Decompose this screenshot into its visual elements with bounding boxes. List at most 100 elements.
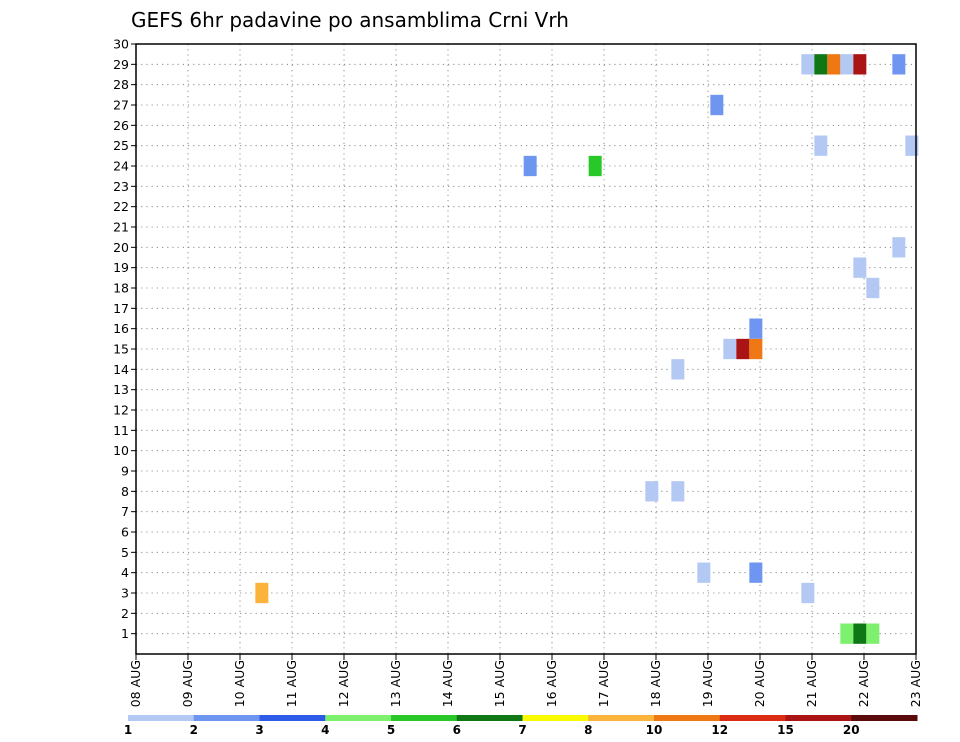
data-cell	[853, 623, 867, 644]
y-tick-label: 15	[113, 342, 129, 357]
data-cell	[710, 94, 724, 116]
legend-swatch	[128, 715, 195, 721]
legend-swatch	[391, 715, 458, 721]
legend-label: 3	[255, 723, 263, 737]
y-tick-label: 14	[113, 362, 129, 377]
x-tick-label: 09 AUG	[180, 660, 195, 707]
data-cell	[588, 155, 602, 177]
y-tick-label: 1	[121, 626, 129, 641]
x-tick-label: 16 AUG	[544, 660, 559, 707]
data-cell	[866, 623, 880, 644]
legend-swatch	[654, 715, 721, 721]
data-cell	[853, 257, 867, 278]
y-tick-label: 10	[113, 443, 129, 458]
x-tick-label: 21 AUG	[804, 660, 819, 707]
x-tick-label: 23 AUG	[908, 660, 923, 707]
data-cell	[671, 481, 685, 502]
data-cell	[905, 135, 919, 156]
y-tick-label: 22	[113, 199, 129, 214]
data-cell	[749, 318, 763, 339]
color-legend: 1 2 3 4 5 6 7 8 10 12 15 20	[124, 715, 918, 737]
data-cells	[255, 54, 919, 644]
y-tick-label: 30	[113, 37, 129, 52]
legend-label: 5	[387, 723, 395, 737]
legend-swatch	[325, 715, 392, 721]
x-tick-label: 15 AUG	[492, 660, 507, 707]
data-cell	[671, 359, 685, 380]
x-tick-label: 22 AUG	[856, 660, 871, 707]
legend-swatch	[193, 715, 260, 721]
legend-label: 7	[518, 723, 526, 737]
y-tick-label: 24	[113, 159, 129, 174]
data-cell	[840, 623, 854, 644]
y-tick-label: 20	[113, 240, 129, 255]
legend-label: 12	[711, 723, 728, 737]
y-tick-label: 17	[113, 301, 129, 316]
y-tick-label: 25	[113, 138, 129, 153]
y-tick-label: 29	[113, 57, 129, 72]
y-tick-label: 11	[113, 423, 129, 438]
x-tick-label: 17 AUG	[596, 660, 611, 707]
legend-label: 1	[124, 723, 132, 737]
legend-swatch	[719, 715, 786, 721]
y-tick-label: 18	[113, 281, 129, 296]
data-cell	[801, 582, 815, 604]
y-tick-label: 9	[121, 464, 129, 479]
y-tick-label: 23	[113, 179, 129, 194]
legend-label: 6	[453, 723, 461, 737]
y-tick-label: 26	[113, 118, 129, 133]
legend-swatch	[588, 715, 655, 721]
data-cell	[853, 54, 867, 75]
y-tick-label: 8	[121, 484, 129, 499]
data-cell	[814, 135, 828, 156]
data-cell	[827, 54, 841, 75]
legend-swatch	[522, 715, 589, 721]
grid	[136, 44, 916, 654]
legend-label: 20	[843, 723, 860, 737]
y-tick-label: 4	[121, 565, 129, 580]
legend-swatch	[259, 715, 326, 721]
data-cell	[645, 481, 659, 502]
data-cell	[749, 562, 763, 583]
legend-label: 10	[646, 723, 663, 737]
x-tick-label: 19 AUG	[700, 660, 715, 707]
data-cell	[736, 338, 750, 360]
data-cell	[801, 54, 815, 75]
y-tick-label: 27	[113, 98, 129, 113]
y-tick-label: 16	[113, 321, 129, 336]
x-tick-label: 11 AUG	[284, 660, 299, 707]
data-cell	[723, 338, 737, 360]
x-tick-label: 14 AUG	[440, 660, 455, 707]
legend-swatch	[851, 715, 918, 721]
y-tick-label: 7	[121, 504, 129, 519]
chart-title: GEFS 6hr padavine po ansamblima Crni Vrh	[131, 8, 569, 32]
legend-label: 8	[584, 723, 592, 737]
y-tick-label: 5	[121, 545, 129, 560]
data-cell	[697, 562, 711, 583]
y-axis: 1234567891011121314151617181920212223242…	[113, 37, 136, 641]
x-tick-label: 08 AUG	[128, 660, 143, 707]
legend-label: 15	[777, 723, 794, 737]
data-cell	[523, 155, 537, 177]
x-tick-label: 10 AUG	[232, 660, 247, 707]
legend-swatch	[456, 715, 523, 721]
legend-label: 2	[190, 723, 198, 737]
y-tick-label: 19	[113, 260, 129, 275]
y-tick-label: 12	[113, 403, 129, 418]
x-tick-label: 20 AUG	[752, 660, 767, 707]
data-cell	[892, 237, 906, 258]
data-cell	[255, 582, 269, 604]
x-axis: 08 AUG 09 AUG 10 AUG 11 AUG 12 AUG 13 AUG 14 A…	[128, 654, 923, 707]
y-tick-label: 2	[121, 606, 129, 621]
y-tick-label: 6	[121, 525, 129, 540]
legend-swatch	[785, 715, 852, 721]
data-cell	[866, 277, 880, 299]
y-tick-label: 28	[113, 77, 129, 92]
y-tick-label: 3	[121, 586, 129, 601]
y-tick-label: 13	[113, 382, 129, 397]
data-cell	[840, 54, 854, 75]
data-cell	[892, 54, 906, 75]
x-tick-label: 18 AUG	[648, 660, 663, 707]
data-cell	[814, 54, 828, 75]
